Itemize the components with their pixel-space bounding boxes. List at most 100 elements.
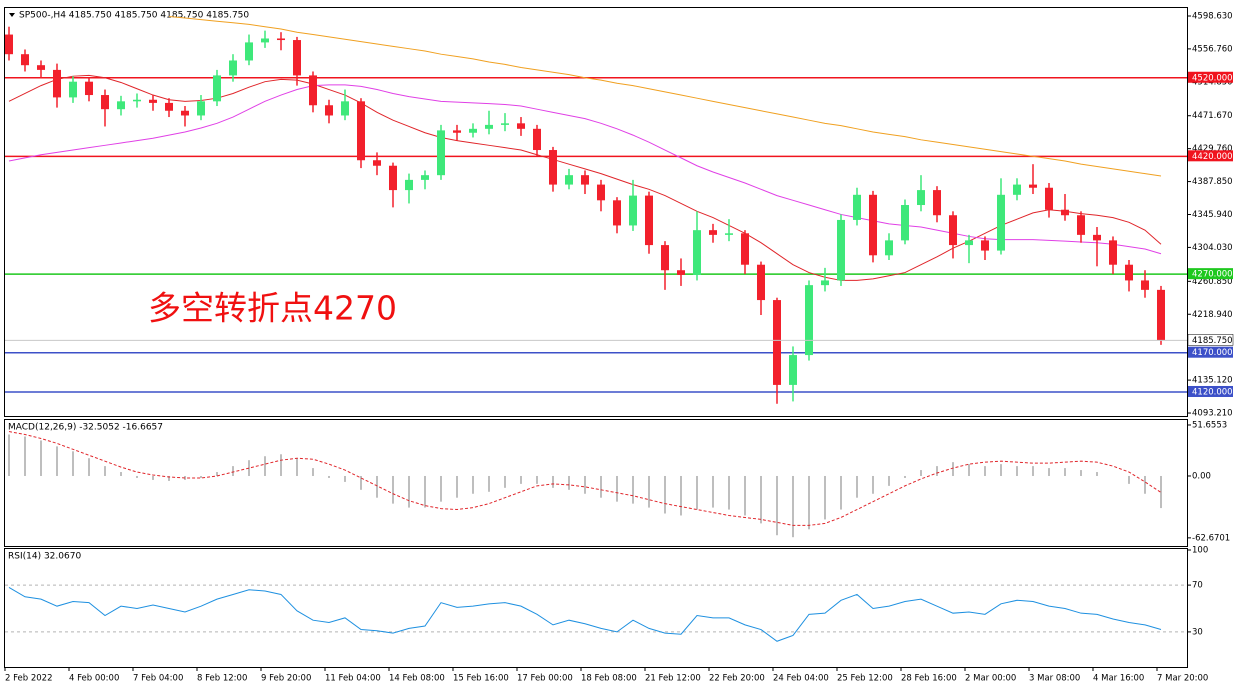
rsi-pane	[4, 548, 1188, 668]
indicator-line	[168, 15, 1162, 177]
candle-body	[901, 205, 909, 241]
x-tick-label: 9 Feb 20:00	[261, 674, 311, 684]
candle-body	[1141, 280, 1149, 290]
x-tick-label: 17 Feb 00:00	[517, 674, 573, 684]
candle-body	[1093, 234, 1101, 241]
candle-body	[789, 355, 797, 385]
y-tick-label: 100	[1192, 546, 1208, 556]
y-tick-label: 4387.850	[1192, 177, 1233, 187]
level-label-box	[1188, 346, 1233, 358]
candle-body	[1157, 289, 1165, 341]
level-label: 4170.000	[1192, 348, 1233, 358]
macd-title: MACD(12,26,9) -32.5052 -16.6657	[8, 423, 163, 433]
x-tick-label: 14 Feb 08:00	[389, 674, 445, 684]
candle-body	[517, 123, 525, 129]
candle-body	[661, 245, 669, 271]
menu-arrow	[9, 13, 15, 17]
macd-pane	[4, 419, 1188, 547]
candle-body	[997, 194, 1005, 251]
y-tick-label: 4093.210	[1192, 409, 1233, 419]
candle-body	[917, 190, 925, 206]
price-pane	[4, 7, 1188, 417]
candle-body	[421, 175, 429, 180]
x-tick-label: 11 Feb 04:00	[325, 674, 381, 684]
candle-body	[245, 42, 253, 61]
candle-body	[277, 38, 285, 41]
candle-body	[629, 195, 637, 226]
candle-body	[581, 175, 589, 185]
candle-body	[149, 99, 157, 103]
x-tick-label: 4 Mar 16:00	[1093, 674, 1144, 684]
candle-body	[165, 102, 173, 111]
y-tick-label: 4345.940	[1192, 210, 1233, 220]
candle-body	[1061, 209, 1069, 216]
level-label-box	[1188, 71, 1233, 83]
candle-body	[21, 54, 29, 66]
candle-body	[885, 240, 893, 256]
x-tick-label: 15 Feb 16:00	[453, 674, 509, 684]
y-tick-label: 30	[1192, 627, 1203, 637]
candle-body	[485, 124, 493, 129]
y-tick-label: 4598.630	[1192, 11, 1233, 21]
candle-body	[741, 233, 749, 265]
candle-body	[309, 75, 317, 106]
x-tick-label: 7 Mar 20:00	[1157, 674, 1208, 684]
y-tick-label: 4260.850	[1192, 277, 1233, 287]
rsi-title: RSI(14) 32.0670	[8, 552, 81, 562]
x-tick-label: 2 Feb 2022	[5, 674, 53, 684]
level-label-box	[1188, 268, 1233, 280]
x-tick-label: 18 Feb 08:00	[581, 674, 637, 684]
x-tick-label: 3 Mar 08:00	[1029, 674, 1080, 684]
candle-body	[597, 184, 605, 201]
candle-body	[773, 300, 781, 385]
y-tick-label: 4556.760	[1192, 44, 1233, 54]
candle-body	[453, 130, 461, 133]
candle-body	[325, 105, 333, 116]
candle-body	[965, 240, 973, 246]
level-label-box	[1188, 385, 1233, 397]
candle-body	[805, 285, 813, 356]
candle-body	[501, 123, 509, 125]
candle-body	[181, 110, 189, 116]
candle-body	[549, 150, 557, 185]
annotation: 多空转折点4270	[148, 289, 397, 328]
candle-body	[1013, 184, 1021, 195]
candle-body	[229, 60, 237, 76]
candle-body	[261, 38, 269, 43]
candle-body	[613, 200, 621, 226]
candle-body	[533, 128, 541, 151]
last-price-label: 4185.750	[1192, 336, 1233, 346]
candle-body	[85, 81, 93, 96]
candle-body	[757, 264, 765, 301]
candle-body	[5, 34, 13, 55]
y-tick-label: 70	[1192, 581, 1203, 591]
candle-body	[693, 230, 701, 275]
candle-body	[565, 175, 573, 185]
y-tick-label: 51.6553	[1192, 420, 1227, 430]
candle-body	[197, 101, 205, 116]
candle-body	[373, 160, 381, 166]
candle-body	[1077, 215, 1085, 235]
x-tick-label: 25 Feb 12:00	[837, 674, 893, 684]
candle-body	[37, 65, 45, 70]
candle-body	[469, 128, 477, 133]
chart-title: SP500-,H4 4185.750 4185.750 4185.750 418…	[19, 11, 249, 21]
x-tick-label: 2 Mar 00:00	[965, 674, 1016, 684]
x-tick-label: 7 Feb 04:00	[133, 674, 183, 684]
candle-body	[725, 233, 733, 235]
y-tick-label: 4429.760	[1192, 144, 1233, 154]
y-tick-label: 4218.940	[1192, 310, 1233, 320]
candle-body	[405, 179, 413, 191]
candle-body	[645, 195, 653, 246]
candle-body	[213, 75, 221, 102]
candle-body	[293, 40, 301, 76]
y-tick-label: 4135.120	[1192, 376, 1233, 386]
candle-body	[933, 190, 941, 216]
candle-body	[1125, 264, 1133, 281]
candle-body	[437, 130, 445, 176]
x-tick-label: 24 Feb 04:00	[773, 674, 829, 684]
candle-body	[837, 219, 845, 281]
candle-body	[341, 101, 349, 116]
candle-body	[709, 230, 717, 235]
